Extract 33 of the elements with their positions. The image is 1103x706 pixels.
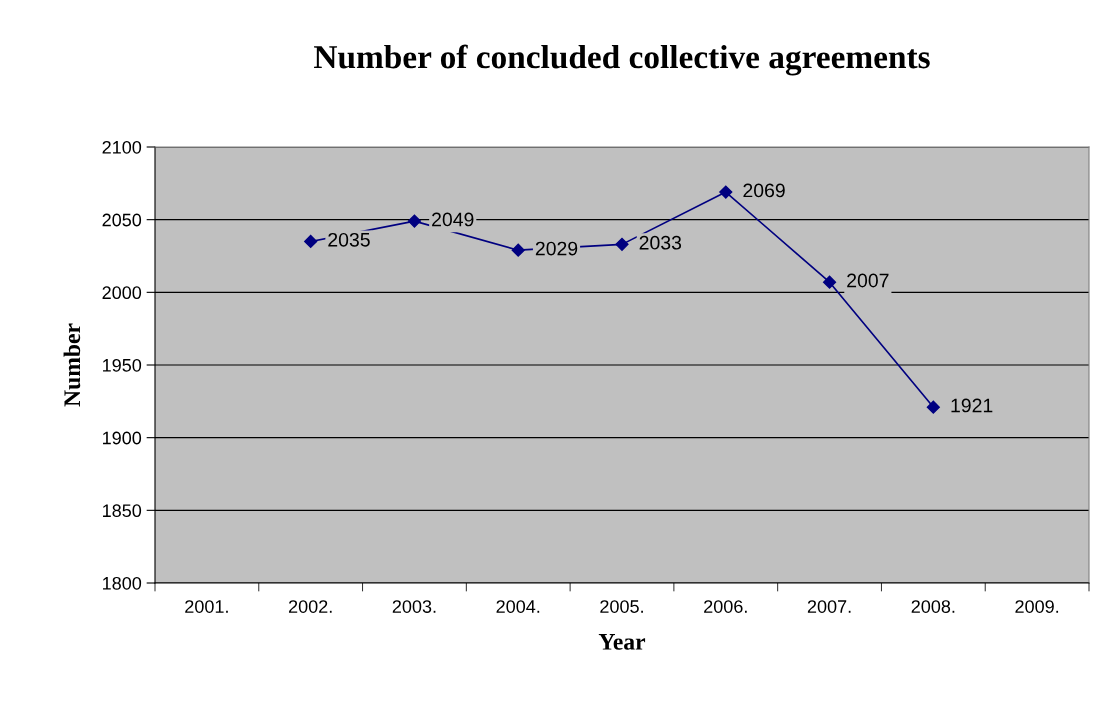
data-label: 1921 <box>951 398 993 413</box>
x-axis-title: Year <box>598 634 646 650</box>
data-label: 2035 <box>328 232 370 247</box>
data-label: 2069 <box>743 183 785 198</box>
x-tick-label: 2009. <box>1015 600 1059 613</box>
data-label: 2007 <box>847 273 889 288</box>
point <box>615 237 629 251</box>
y-tick-label: 1950 <box>103 358 142 372</box>
point <box>304 234 318 249</box>
point <box>822 275 837 289</box>
data-label: 2033 <box>639 235 682 250</box>
x-tick-label: 2008. <box>911 600 955 613</box>
y-tick-label: 1900 <box>103 431 142 445</box>
x-tick-label: 2006. <box>704 600 747 613</box>
x-tick-label: 2002. <box>288 600 332 613</box>
y-tick-label: 1800 <box>103 576 142 590</box>
data-label: 2029 <box>535 241 578 256</box>
x-tick-label: 2005. <box>600 600 643 613</box>
y-tick-label: 1850 <box>103 504 142 518</box>
x-tick-label: 2007. <box>807 600 851 613</box>
y-axis-title: Number <box>63 323 81 407</box>
y-tick-label: 2000 <box>102 286 142 300</box>
x-tick-label: 2003. <box>392 600 436 613</box>
data-label: 2049 <box>432 212 474 227</box>
point <box>407 214 422 228</box>
y-tick-label: 2100 <box>102 140 142 154</box>
point <box>719 185 733 199</box>
x-tick-label: 2004. <box>496 600 540 613</box>
y-tick-label: 2050 <box>102 213 142 227</box>
point <box>511 243 525 257</box>
point <box>926 400 940 414</box>
x-tick-label: 2001. <box>185 600 228 613</box>
chart-title: Number of concluded collective agreements <box>314 44 930 76</box>
